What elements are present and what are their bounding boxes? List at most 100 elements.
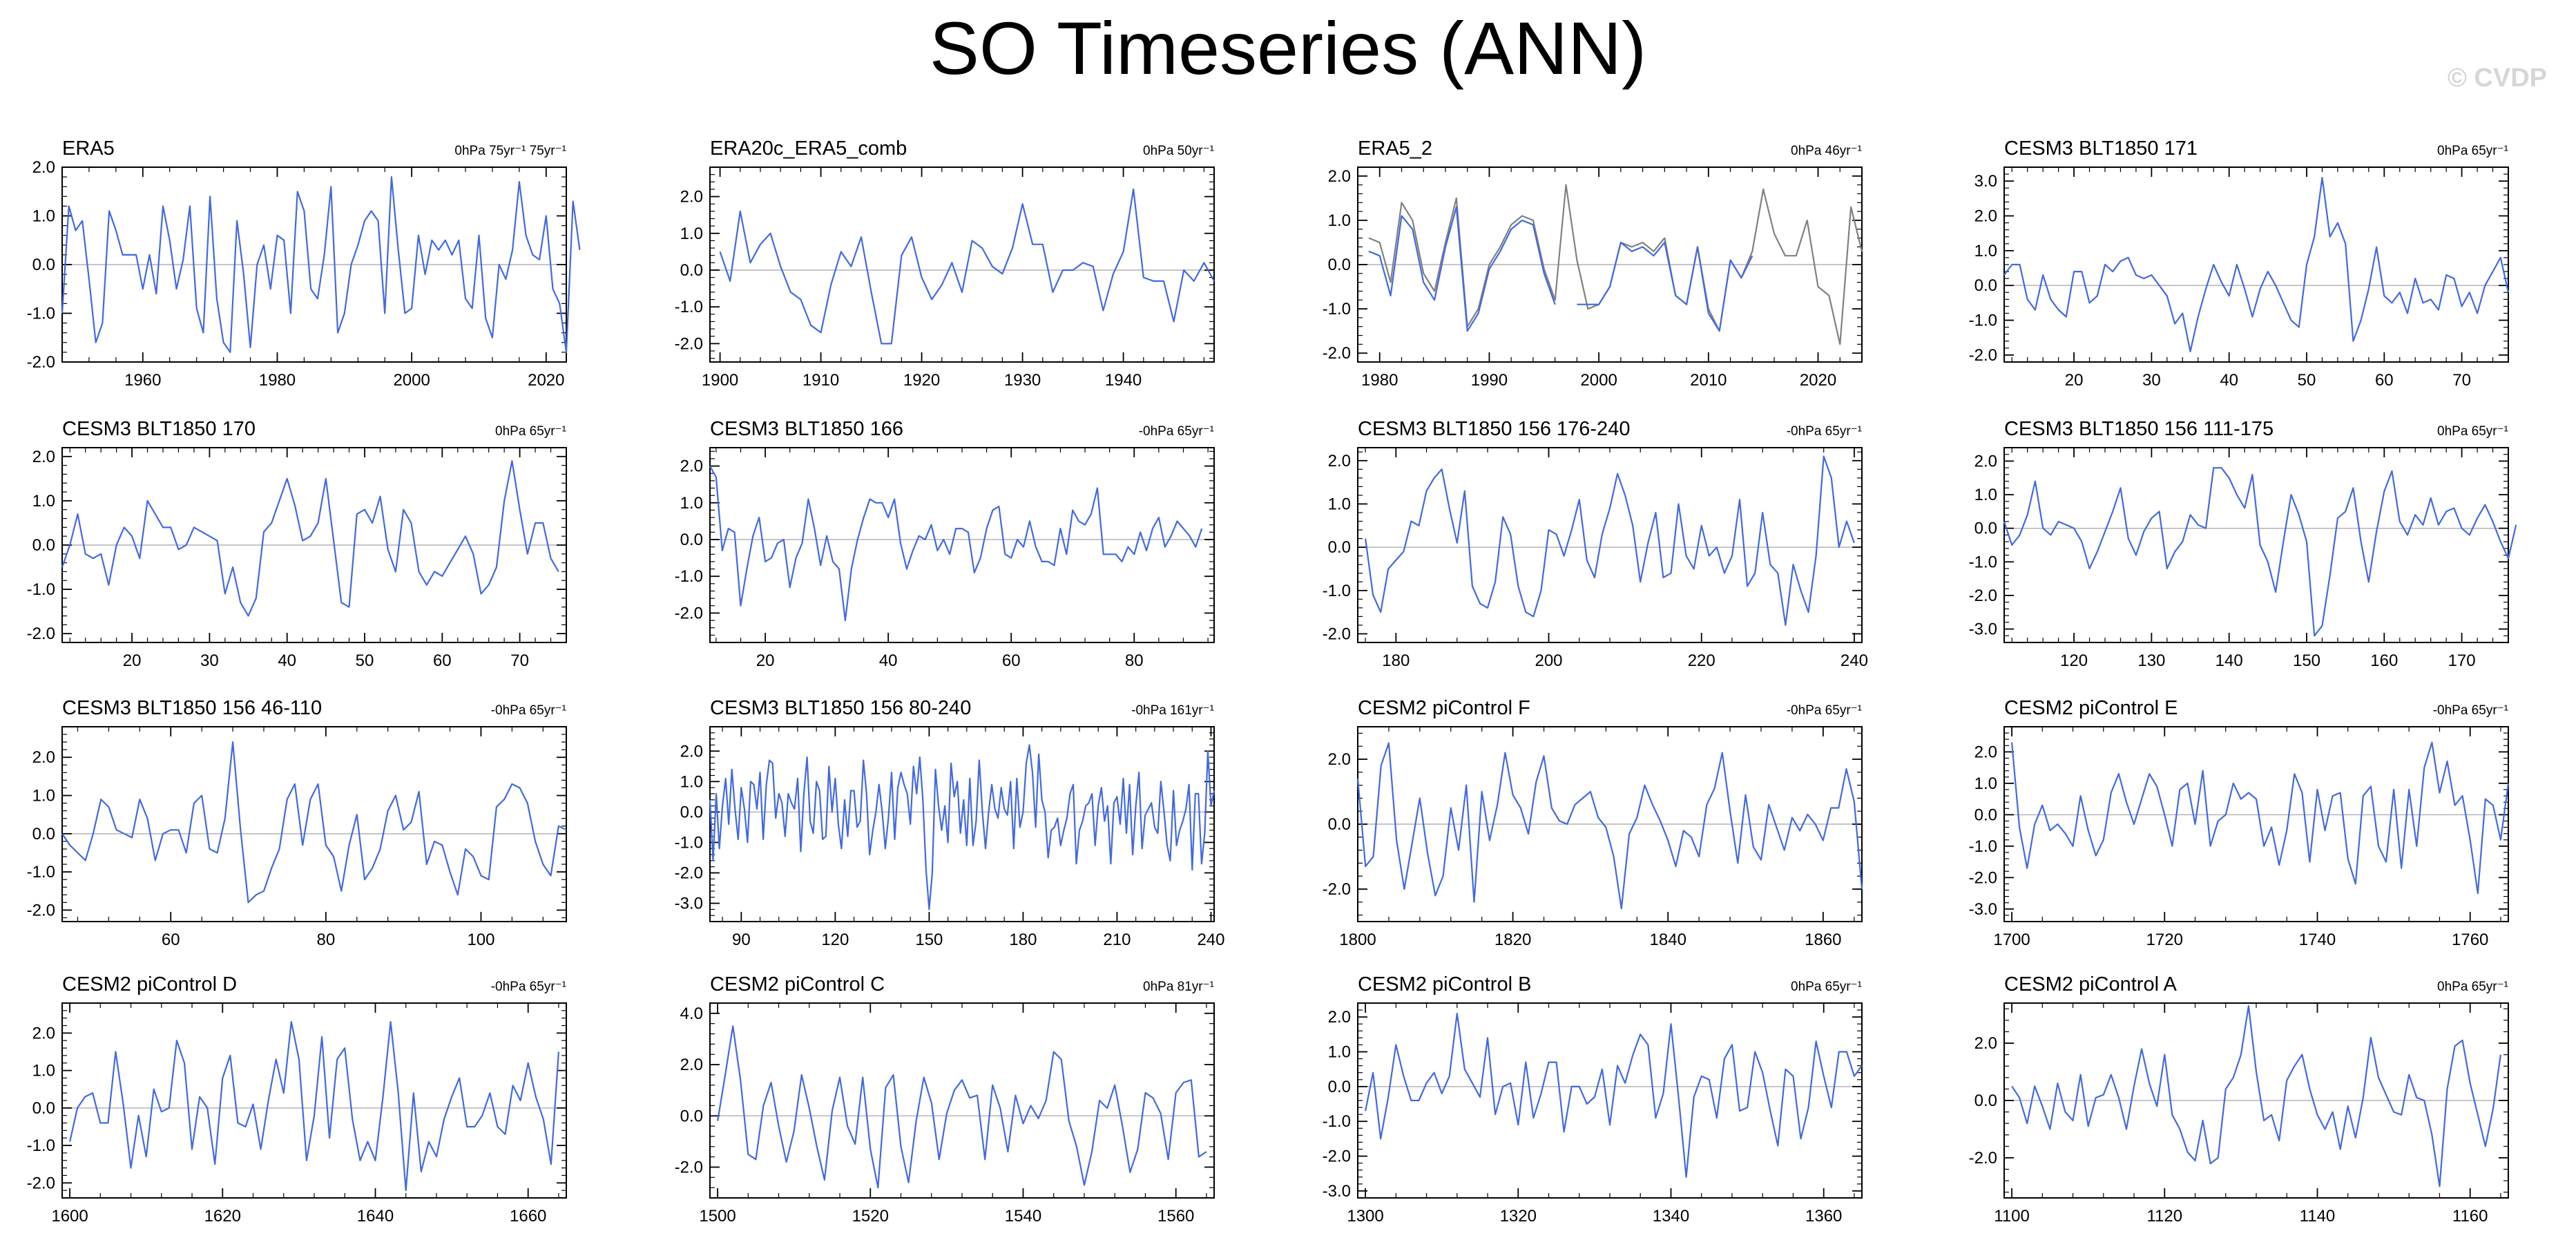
x-tick-label: 60 (433, 651, 452, 670)
x-tick-label: 150 (915, 931, 943, 949)
x-tick-label: 1560 (1157, 1207, 1194, 1226)
chart-panel-14: CESM2 piControl C 0hPa 81yr⁻¹ -2.0 0.0 2.0 4.… (675, 973, 1215, 1226)
panel-right-label: -0hPa 65yr⁻¹ (1787, 703, 1862, 718)
x-tick-label: 1620 (204, 1207, 241, 1226)
y-tick-label: -2.0 (1969, 346, 1997, 365)
y-tick-label: 2.0 (32, 158, 55, 177)
series-line (1368, 206, 1556, 332)
chart-panel-13: CESM2 piControl D -0hPa 65yr⁻¹ -2.0 -1.0 0.0… (27, 973, 567, 1226)
y-tick-label: -2.0 (1969, 587, 1997, 605)
chart-panel-4: CESM3 BLT1850 171 0hPa 65yr⁻¹ -2.0 -1.0 0.0 1… (1969, 137, 2510, 390)
y-tick-label: 2.0 (1328, 167, 1351, 186)
series-line (1365, 455, 1855, 626)
y-tick-label: 1.0 (1328, 211, 1351, 230)
panel-title: CESM2 piControl B (1358, 973, 1531, 995)
y-tick-label: -1.0 (1969, 837, 1997, 856)
x-tick-label: 1660 (510, 1207, 546, 1226)
chart-panel-3: ERA5_2 0hPa 46yr⁻¹ -2.0 -1.0 0.0 1.0 2.0 1980 19… (1323, 137, 1863, 390)
y-tick-label: 1.0 (32, 492, 55, 511)
x-tick-label: 150 (2293, 651, 2320, 670)
x-tick-label: 1700 (1993, 931, 2030, 949)
cvdp-watermark: © CVDP (2447, 64, 2547, 93)
y-tick-label: -3.0 (1323, 1182, 1351, 1201)
x-tick-label: 140 (2215, 651, 2243, 670)
panel-right-label: 0hPa 65yr⁻¹ (1791, 980, 1862, 994)
x-tick-label: 1860 (1805, 931, 1841, 949)
y-tick-label: 2.0 (1974, 452, 1997, 470)
x-tick-label: 1760 (2452, 931, 2488, 949)
y-tick-label: 0.0 (32, 536, 55, 555)
x-tick-label: 30 (200, 651, 219, 670)
panel-title: ERA20c_ERA5_comb (710, 137, 907, 160)
y-tick-label: -2.0 (675, 864, 703, 883)
panel-right-label: 0hPa 46yr⁻¹ (1791, 144, 1862, 158)
x-tick-label: 1840 (1650, 931, 1686, 949)
y-tick-label: 0.0 (1328, 1078, 1351, 1096)
x-tick-label: 120 (2060, 651, 2088, 670)
y-tick-label: 0.0 (1328, 256, 1351, 274)
series-line (61, 176, 581, 353)
y-tick-label: 0.0 (680, 531, 703, 549)
y-tick-label: -1.0 (675, 567, 703, 586)
y-tick-label: -2.0 (675, 604, 703, 622)
y-tick-label: -2.0 (1323, 625, 1351, 643)
x-tick-label: 1500 (699, 1207, 736, 1226)
x-tick-label: 1600 (51, 1207, 88, 1226)
panel-right-label: 0hPa 65yr⁻¹ (2437, 424, 2508, 439)
y-tick-label: 0.0 (1328, 815, 1351, 834)
x-tick-label: 160 (2370, 651, 2398, 670)
y-tick-label: 0.0 (32, 256, 55, 274)
x-tick-label: 240 (1840, 651, 1868, 670)
x-tick-label: 1320 (1500, 1207, 1537, 1226)
x-tick-label: 170 (2448, 651, 2476, 670)
series-line (719, 188, 1215, 345)
chart-panel-7: CESM3 BLT1850 156 176-240 -0hPa 65yr⁻¹ -2.… (1323, 418, 1868, 670)
x-tick-label: 70 (2452, 371, 2471, 390)
x-tick-label: 1930 (1004, 371, 1041, 390)
y-tick-label: 1.0 (1974, 242, 1997, 260)
plot-frame (1357, 1002, 1863, 1199)
x-tick-label: 1640 (357, 1207, 394, 1226)
y-tick-label: -1.0 (1323, 300, 1351, 318)
chart-panel-6: CESM3 BLT1850 166 -0hPa 65yr⁻¹ -2.0 -1.0 0.0… (675, 418, 1215, 670)
x-tick-label: 50 (2298, 371, 2316, 390)
y-tick-label: 3.0 (1974, 172, 1997, 191)
page-title: SO Timeseries (ANN) (929, 6, 1647, 90)
x-tick-label: 1900 (702, 371, 738, 390)
chart-panel-11: CESM2 piControl F -0hPa 65yr⁻¹ -2.0 0.0 2.0 1… (1323, 697, 1863, 949)
y-tick-label: 1.0 (680, 494, 703, 513)
series-line (61, 460, 559, 617)
panel-right-label: 0hPa 65yr⁻¹ (2437, 144, 2508, 158)
y-tick-label: 0.0 (1328, 538, 1351, 557)
y-tick-label: 2.0 (1328, 1008, 1351, 1027)
x-tick-label: 180 (1009, 931, 1037, 949)
x-tick-label: 1800 (1339, 931, 1376, 949)
panel-title: CESM3 BLT1850 156 111-175 (2004, 418, 2274, 440)
y-tick-label: -1.0 (1323, 1112, 1351, 1131)
panel-title: CESM2 piControl F (1358, 697, 1530, 719)
x-tick-label: 60 (2375, 371, 2394, 390)
y-tick-label: -2.0 (675, 334, 703, 353)
y-tick-label: -2.0 (1323, 344, 1351, 363)
x-tick-label: 1740 (2299, 931, 2336, 949)
plot-frame (709, 1002, 1215, 1199)
chart-panel-10: CESM3 BLT1850 156 80-240 -0hPa 161yr⁻¹ -3.… (675, 697, 1225, 949)
series-line (1577, 241, 1753, 332)
x-tick-label: 1820 (1494, 931, 1531, 949)
plot-frame (709, 166, 1215, 363)
x-tick-label: 1980 (259, 371, 296, 390)
panel-right-label: 0hPa 75yr⁻¹ 75yr⁻¹ (454, 144, 566, 158)
series-line (2003, 467, 2517, 637)
y-tick-label: 1.0 (32, 1062, 55, 1080)
y-tick-label: -2.0 (675, 1158, 703, 1176)
y-tick-label: 2.0 (1974, 1034, 1997, 1053)
x-tick-label: 220 (1688, 651, 1715, 670)
x-tick-label: 1160 (2452, 1207, 2488, 1226)
plot-frame (2003, 726, 2509, 922)
chart-panel-9: CESM3 BLT1850 156 46-110 -0hPa 65yr⁻¹ -2.0… (27, 697, 567, 949)
y-tick-label: 1.0 (680, 225, 703, 243)
x-tick-label: 90 (732, 931, 751, 949)
x-tick-label: 1360 (1805, 1207, 1842, 1226)
y-tick-label: 2.0 (1974, 207, 1997, 226)
panel-right-label: 0hPa 65yr⁻¹ (495, 424, 566, 439)
